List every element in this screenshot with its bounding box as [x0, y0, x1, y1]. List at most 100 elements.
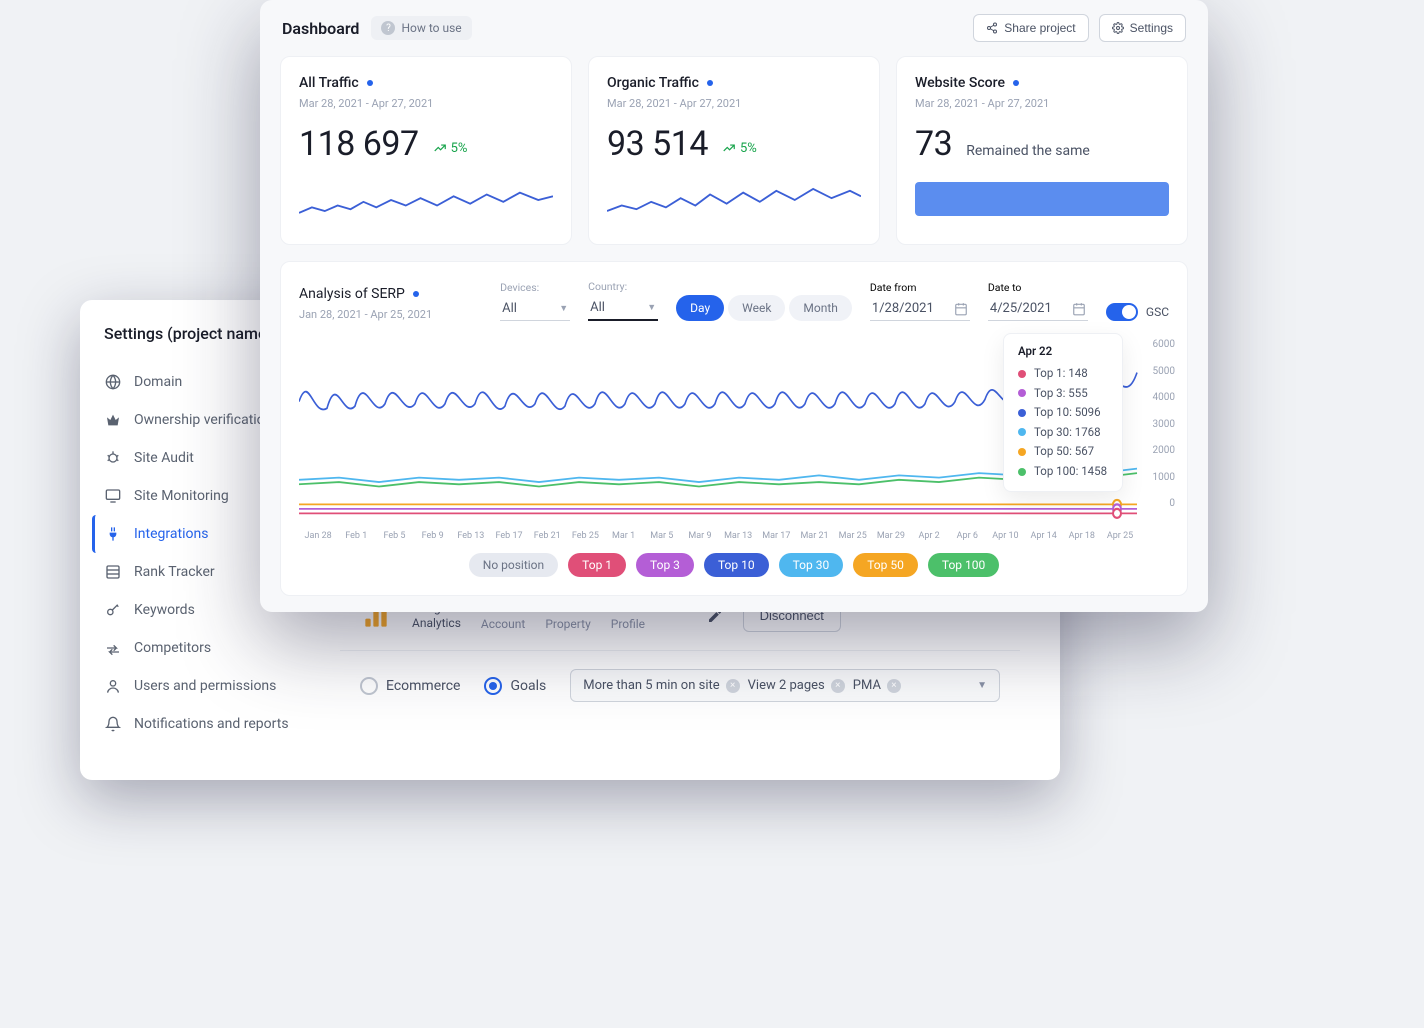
score-bar	[915, 182, 1169, 216]
x-axis: Jan 28Feb 1Feb 5Feb 9Feb 13Feb 17Feb 21F…	[299, 531, 1169, 541]
trend-up-icon	[722, 141, 736, 155]
serp-title-block: Analysis of SERP Jan 28, 2021 - Apr 25, …	[299, 286, 432, 321]
goals-select[interactable]: More than 5 min on site×View 2 pages×PMA…	[570, 669, 1000, 702]
x-tick: Feb 9	[414, 531, 452, 541]
period-group: Day Week Month	[676, 295, 852, 321]
pill-top-10[interactable]: Top 10	[704, 553, 769, 577]
share-button[interactable]: Share project	[973, 14, 1088, 42]
trend-up-icon	[433, 141, 447, 155]
radio-icon	[484, 677, 502, 695]
remove-tag-icon[interactable]: ×	[887, 679, 901, 693]
nav-label: Rank Tracker	[134, 564, 215, 580]
nav-label: Notifications and reports	[134, 716, 289, 732]
pill-top-1[interactable]: Top 1	[568, 553, 626, 577]
nav-label: Domain	[134, 374, 182, 390]
x-tick: Apr 2	[910, 531, 948, 541]
y-axis: 6000500040003000200010000	[1153, 339, 1175, 509]
pill-top-3[interactable]: Top 3	[636, 553, 694, 577]
x-tick: Mar 1	[605, 531, 643, 541]
how-to-label: How to use	[401, 21, 461, 35]
tooltip-row: Top 3: 555	[1018, 384, 1108, 404]
date-from-value: 1/28/2021	[872, 301, 934, 316]
all-traffic-card: All Traffic Mar 28, 2021 - Apr 27, 2021 …	[280, 56, 572, 245]
delta: 5%	[433, 141, 468, 156]
organic-traffic-card: Organic Traffic Mar 28, 2021 - Apr 27, 2…	[588, 56, 880, 245]
x-tick: Apr 6	[948, 531, 986, 541]
gsc-label: GSC	[1146, 305, 1169, 319]
delta: 5%	[722, 141, 757, 156]
info-icon[interactable]	[367, 80, 373, 86]
x-tick: Feb 17	[490, 531, 528, 541]
x-tick: Mar 29	[872, 531, 910, 541]
radio-goals[interactable]: Goals	[484, 677, 546, 695]
gear-icon	[1112, 22, 1124, 34]
toggle[interactable]	[1106, 303, 1138, 321]
chevron-down-icon: ▼	[977, 680, 987, 691]
x-tick: Jan 28	[299, 531, 337, 541]
x-tick: Mar 25	[834, 531, 872, 541]
info-icon[interactable]	[413, 291, 419, 297]
nav-label: Site Audit	[134, 450, 194, 466]
serp-filters: Analysis of SERP Jan 28, 2021 - Apr 25, …	[299, 280, 1169, 321]
period-month[interactable]: Month	[789, 295, 851, 321]
date-from-filter[interactable]: Date from 1/28/2021	[870, 281, 970, 321]
pill-no-position[interactable]: No position	[469, 553, 558, 577]
country-value: All ▼	[588, 296, 658, 321]
pill-top-100[interactable]: Top 100	[928, 553, 999, 577]
settings-button[interactable]: Settings	[1099, 14, 1186, 42]
devices-filter[interactable]: Devices: All ▼	[500, 281, 570, 321]
tooltip-text: Top 1: 148	[1034, 364, 1088, 384]
x-tick: Mar 9	[681, 531, 719, 541]
tooltip-row: Top 1: 148	[1018, 364, 1108, 384]
goal-tag: View 2 pages ×	[748, 678, 845, 693]
ga-account-label: Account	[481, 617, 525, 631]
how-to-use-button[interactable]: ? How to use	[371, 16, 471, 40]
ga-name-2: Analytics	[412, 616, 461, 630]
y-tick: 6000	[1153, 339, 1175, 350]
all-traffic-title: All Traffic	[299, 75, 359, 91]
period-day[interactable]: Day	[676, 295, 724, 321]
date-from-label: Date from	[870, 281, 970, 294]
score-value: 73	[915, 124, 952, 164]
info-icon[interactable]	[707, 80, 713, 86]
rank-icon	[104, 563, 122, 581]
country-filter[interactable]: Country: All ▼	[588, 280, 658, 321]
tag-label: View 2 pages	[748, 678, 825, 693]
tooltip-row: Top 30: 1768	[1018, 423, 1108, 443]
serp-chart: 6000500040003000200010000 Apr 22 Top 1: …	[299, 339, 1169, 529]
tooltip-text: Top 3: 555	[1034, 384, 1088, 404]
x-tick: Apr 10	[986, 531, 1024, 541]
score-note: Remained the same	[966, 143, 1090, 159]
delta-value: 5%	[740, 141, 757, 156]
tag-label: More than 5 min on site	[583, 678, 719, 693]
share-icon	[986, 22, 998, 34]
tooltip-rows: Top 1: 148Top 3: 555Top 10: 5096Top 30: …	[1018, 364, 1108, 481]
date-to-label: Date to	[988, 281, 1088, 294]
info-icon[interactable]	[1013, 80, 1019, 86]
chart-tooltip: Apr 22 Top 1: 148Top 3: 555Top 10: 5096T…	[1003, 333, 1123, 492]
organic-traffic-title: Organic Traffic	[607, 75, 699, 91]
x-tick: Feb 5	[375, 531, 413, 541]
goals-row: Ecommerce Goals More than 5 min on site ×…	[340, 650, 1020, 720]
chevron-down-icon: ▼	[647, 302, 656, 313]
date-to-box: 4/25/2021	[988, 297, 1088, 321]
nav-label: Keywords	[134, 602, 195, 618]
period-week[interactable]: Week	[728, 295, 785, 321]
crown-icon	[104, 411, 122, 429]
date-to-filter[interactable]: Date to 4/25/2021	[988, 281, 1088, 321]
remove-tag-icon[interactable]: ×	[831, 679, 845, 693]
pill-top-50[interactable]: Top 50	[853, 553, 918, 577]
ecommerce-label: Ecommerce	[386, 678, 460, 694]
tooltip-text: Top 30: 1768	[1034, 423, 1101, 443]
pill-top-30[interactable]: Top 30	[779, 553, 844, 577]
bell-icon	[104, 715, 122, 733]
question-icon: ?	[381, 21, 395, 35]
x-tick: Apr 18	[1063, 531, 1101, 541]
user-icon	[104, 677, 122, 695]
organic-traffic-range: Mar 28, 2021 - Apr 27, 2021	[607, 97, 861, 110]
remove-tag-icon[interactable]: ×	[726, 679, 740, 693]
delta-value: 5%	[451, 141, 468, 156]
radio-ecommerce[interactable]: Ecommerce	[360, 677, 460, 695]
x-tick: Mar 17	[757, 531, 795, 541]
dashboard-header: Dashboard ? How to use Share project Set…	[260, 0, 1208, 56]
